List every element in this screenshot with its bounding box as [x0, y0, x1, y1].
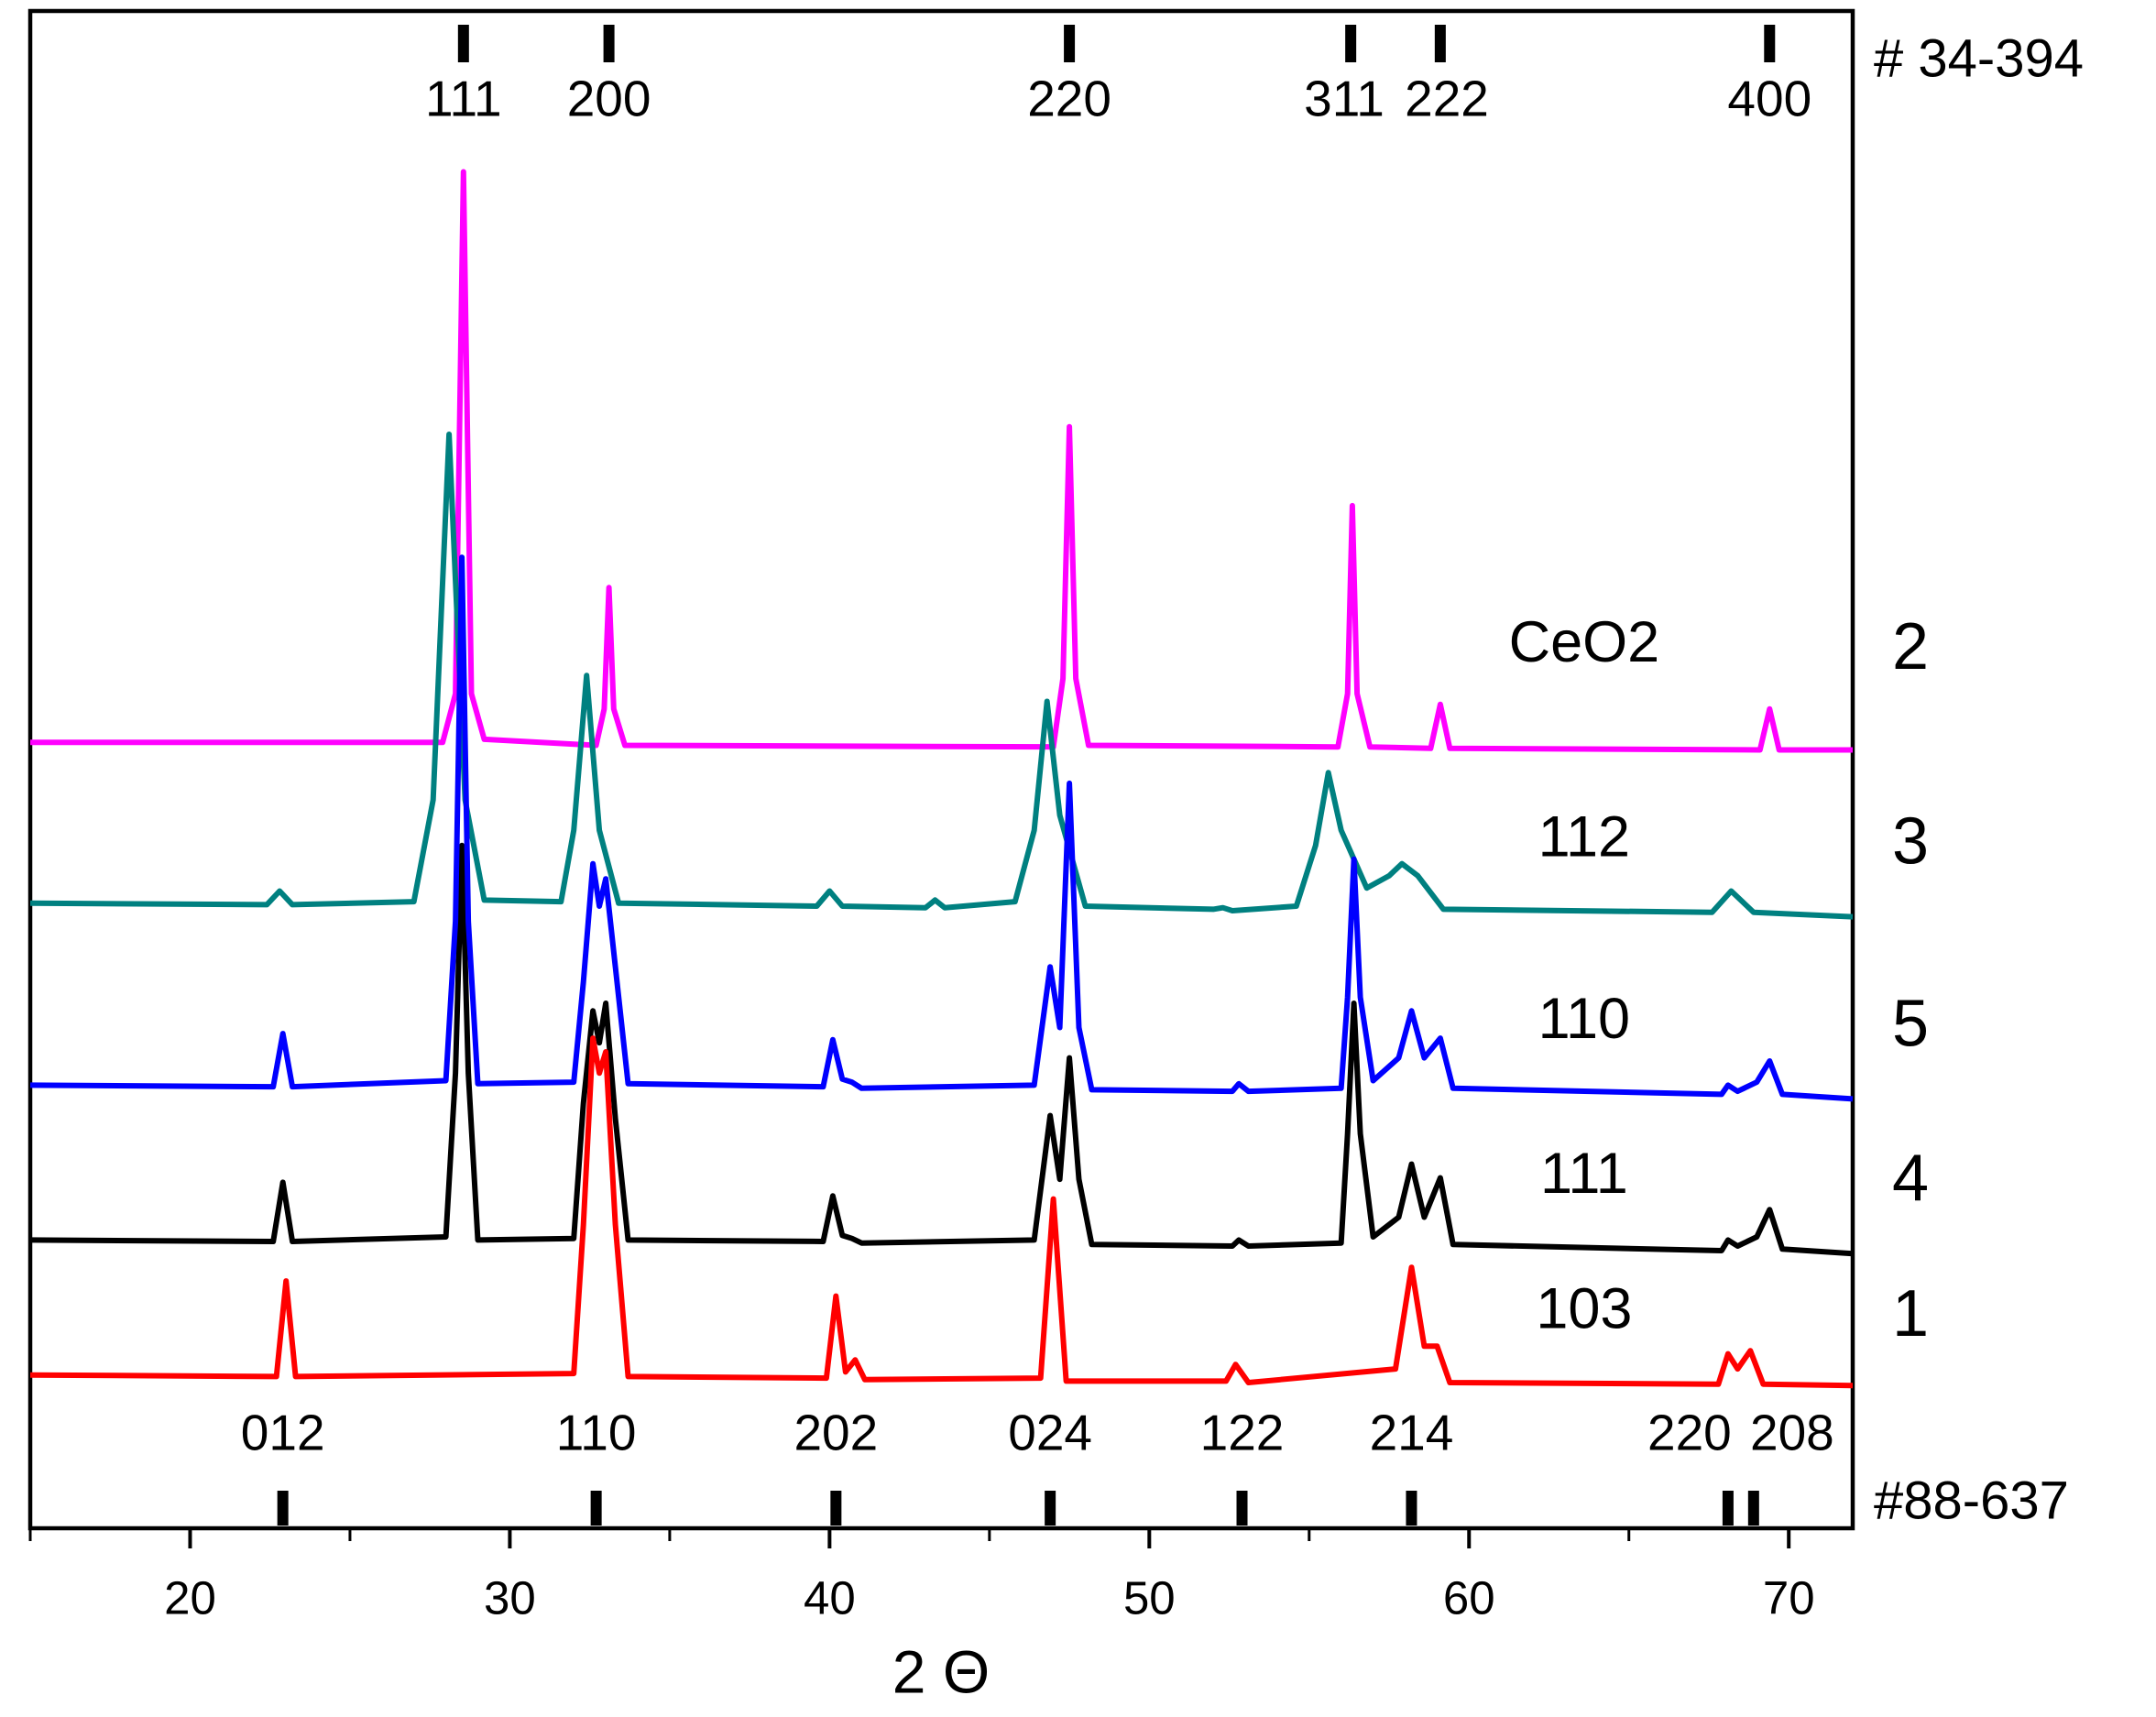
sample-number: 1 — [1892, 1277, 1929, 1351]
reference-label: 214 — [1370, 1405, 1454, 1461]
reference-tick — [1045, 1491, 1056, 1526]
reference-label: 311 — [1304, 71, 1384, 127]
reference-name: # 34-394 — [1874, 28, 2084, 88]
x-tick-label: 60 — [1443, 1571, 1495, 1624]
data-line — [29, 1035, 1854, 1389]
reference-tick — [1345, 25, 1357, 62]
data-line — [30, 169, 1853, 753]
plot-frame — [27, 8, 1855, 1531]
reference-tick — [1747, 1491, 1759, 1526]
curve-label: 110 — [1538, 987, 1630, 1051]
reference-name: #88-637 — [1874, 1471, 2069, 1530]
reference-label: 208 — [1750, 1405, 1834, 1461]
reference-label: 220 — [1647, 1405, 1732, 1461]
reference-tick — [1406, 1491, 1417, 1526]
reference-label: 110 — [556, 1405, 637, 1461]
reference-label: 111 — [425, 71, 502, 127]
x-tick-label: 70 — [1763, 1571, 1815, 1624]
reference-label: 200 — [567, 71, 651, 127]
sample-number: 3 — [1892, 805, 1929, 879]
sample-number: 5 — [1892, 987, 1929, 1060]
curve-label: CeO2 — [1509, 610, 1660, 674]
reference-tick — [1764, 25, 1776, 62]
reference-tick — [1722, 1491, 1734, 1526]
reference-tick — [1434, 25, 1446, 62]
sample-number: 4 — [1892, 1142, 1929, 1215]
reference-label: 202 — [793, 1405, 878, 1461]
x-axis-title: 2 Θ — [892, 1637, 990, 1705]
curve-label: 111 — [1540, 1142, 1628, 1206]
x-tick-label: 40 — [804, 1571, 856, 1624]
reference-tick — [277, 1491, 289, 1526]
sample-number: 2 — [1892, 610, 1929, 684]
x-tick-label: 20 — [164, 1571, 216, 1624]
reference-tick — [590, 1491, 602, 1526]
data-line — [29, 842, 1854, 1257]
reference-tick — [603, 25, 615, 62]
reference-label: 400 — [1727, 71, 1811, 127]
data-line — [29, 554, 1854, 1102]
reference-tick — [1064, 25, 1076, 62]
reference-tick — [1236, 1491, 1248, 1526]
x-tick-label: 50 — [1123, 1571, 1176, 1624]
reference-label: 220 — [1027, 71, 1111, 127]
curve-label: 103 — [1536, 1276, 1632, 1340]
x-tick-label: 30 — [484, 1571, 536, 1624]
reference-tick — [830, 1491, 842, 1526]
reference-label: 222 — [1405, 71, 1489, 127]
reference-label: 024 — [1008, 1405, 1092, 1461]
curve-label: 112 — [1538, 804, 1630, 869]
reference-label: 012 — [241, 1405, 325, 1461]
reference-tick — [457, 25, 469, 62]
reference-label: 122 — [1200, 1405, 1285, 1461]
